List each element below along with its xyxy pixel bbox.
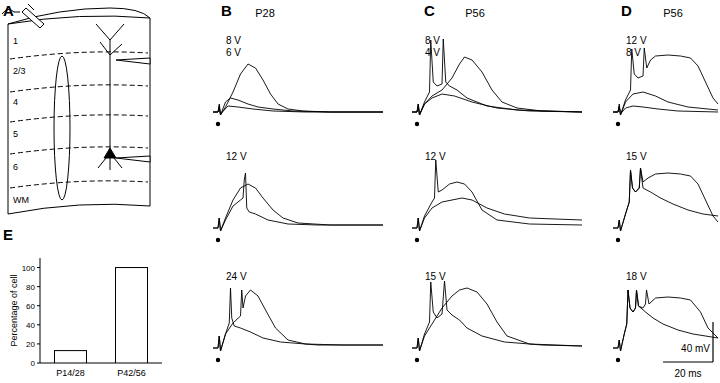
bars (55, 268, 148, 363)
stimulus-voltage: 8 V (226, 35, 241, 46)
scale-bar: 40 mV 20 ms (663, 322, 713, 379)
y-axis-label: Percentage of cell (9, 274, 19, 346)
stimulus-voltage: 15 V (425, 271, 446, 282)
time-scale-label: 20 ms (674, 368, 701, 379)
stimulus-voltage: 8 V (626, 47, 641, 58)
layer-label: WM (13, 195, 29, 205)
voltage-trace (412, 198, 582, 231)
recording-panel: CP568 V4 V12 V15 V (412, 2, 582, 362)
y-tick (37, 343, 40, 344)
column-outline (54, 56, 70, 200)
stimulus-voltage: 4 V (425, 47, 440, 58)
stimulus-marker (616, 238, 620, 242)
stimulus-voltage: 8 V (425, 35, 440, 46)
voltage-trace (213, 288, 383, 351)
time-scale (663, 361, 713, 362)
recording-panel: D P56 12 V8 V 15 V 18 V (613, 2, 718, 362)
panel-label: C (424, 2, 435, 19)
y-tick-label: 100 (22, 264, 36, 273)
layer-boundary (10, 147, 148, 154)
y-tick-label: 0 (31, 359, 36, 368)
voltage-trace (613, 168, 718, 231)
y-tick (37, 267, 40, 268)
stimulus-voltage: 12 V (626, 35, 647, 46)
voltage-trace (213, 290, 383, 351)
layer-label: 2/3 (13, 66, 26, 76)
voltage-trace (213, 98, 383, 115)
bar (55, 351, 87, 363)
voltage-scale (712, 322, 713, 362)
voltage-trace (613, 168, 718, 231)
y-tick-label: 40 (26, 321, 35, 330)
voltage-trace (412, 160, 582, 231)
voltage-trace (613, 290, 718, 351)
voltage-trace (613, 48, 718, 115)
voltage-trace (213, 173, 383, 231)
voltage-scale-label: 40 mV (681, 343, 710, 354)
recording-panel: B P28 8 V6 V 12 V 24 V (213, 2, 383, 362)
panel-label: D (621, 2, 632, 19)
x-tick-label: P42/56 (117, 368, 146, 378)
y-tick (37, 286, 40, 287)
y-tick-label: 80 (26, 283, 35, 292)
layer-boundary (10, 115, 148, 122)
slab-outline (8, 16, 150, 214)
y-axis (40, 258, 41, 363)
x-tick-label: P14/28 (56, 368, 85, 378)
bar-chart: E 0 20 40 60 80 100Percentage of cell P14/28 P42… (3, 226, 162, 378)
stimulus-marker (616, 122, 620, 126)
dendrites (96, 24, 124, 170)
layer-boundary (10, 85, 148, 92)
stimulus-marker (216, 122, 220, 126)
recording-pipette (116, 156, 150, 162)
panel-label: E (3, 226, 13, 243)
layer-boundary (10, 181, 148, 188)
electrode-wire (2, 9, 20, 14)
voltage-trace (412, 94, 582, 115)
voltage-trace (412, 39, 582, 115)
stimulus-voltage: 18 V (626, 271, 647, 282)
figure: A12/3456WMBP288 V6 V12 V24 VCP568 V4 V12… (0, 0, 720, 383)
layer-label: 1 (13, 36, 18, 46)
y-tick (37, 363, 40, 364)
schematic: A12/3456WM (2, 2, 150, 214)
stimulus-marker (216, 238, 220, 242)
voltage-trace (213, 106, 383, 114)
age-label: P56 (663, 7, 683, 19)
stimulus-voltage: 12 V (226, 151, 247, 162)
bar (116, 268, 148, 363)
layer-label: 4 (13, 97, 18, 107)
stimulus-voltage: 24 V (226, 271, 247, 282)
stimulating-electrode (22, 4, 44, 28)
y-tick-label: 20 (26, 340, 35, 349)
voltage-trace (213, 184, 383, 231)
voltage-trace (412, 57, 582, 115)
y-tick (37, 305, 40, 306)
layer-boundary (10, 52, 148, 59)
stimulus-marker (415, 238, 419, 242)
age-label: P28 (255, 7, 275, 19)
stimulus-marker (216, 358, 220, 362)
layer-label: 6 (13, 162, 18, 172)
layer-label: 5 (13, 129, 18, 139)
y-tick (37, 324, 40, 325)
age-label: P56 (465, 7, 485, 19)
stimulus-marker (616, 358, 620, 362)
voltage-trace (213, 64, 383, 115)
voltage-trace (412, 281, 582, 351)
recording-pipette (116, 58, 150, 64)
voltage-trace (613, 106, 718, 114)
stimulus-voltage: 15 V (626, 151, 647, 162)
voltage-trace (412, 288, 582, 351)
y-tick-label: 60 (26, 302, 35, 311)
voltage-trace (613, 290, 718, 351)
panel-label: B (221, 2, 232, 19)
stimulus-marker (415, 122, 419, 126)
stimulus-marker (415, 358, 419, 362)
stimulus-voltage: 6 V (226, 47, 241, 58)
voltage-trace (613, 92, 718, 115)
soma (104, 148, 116, 158)
